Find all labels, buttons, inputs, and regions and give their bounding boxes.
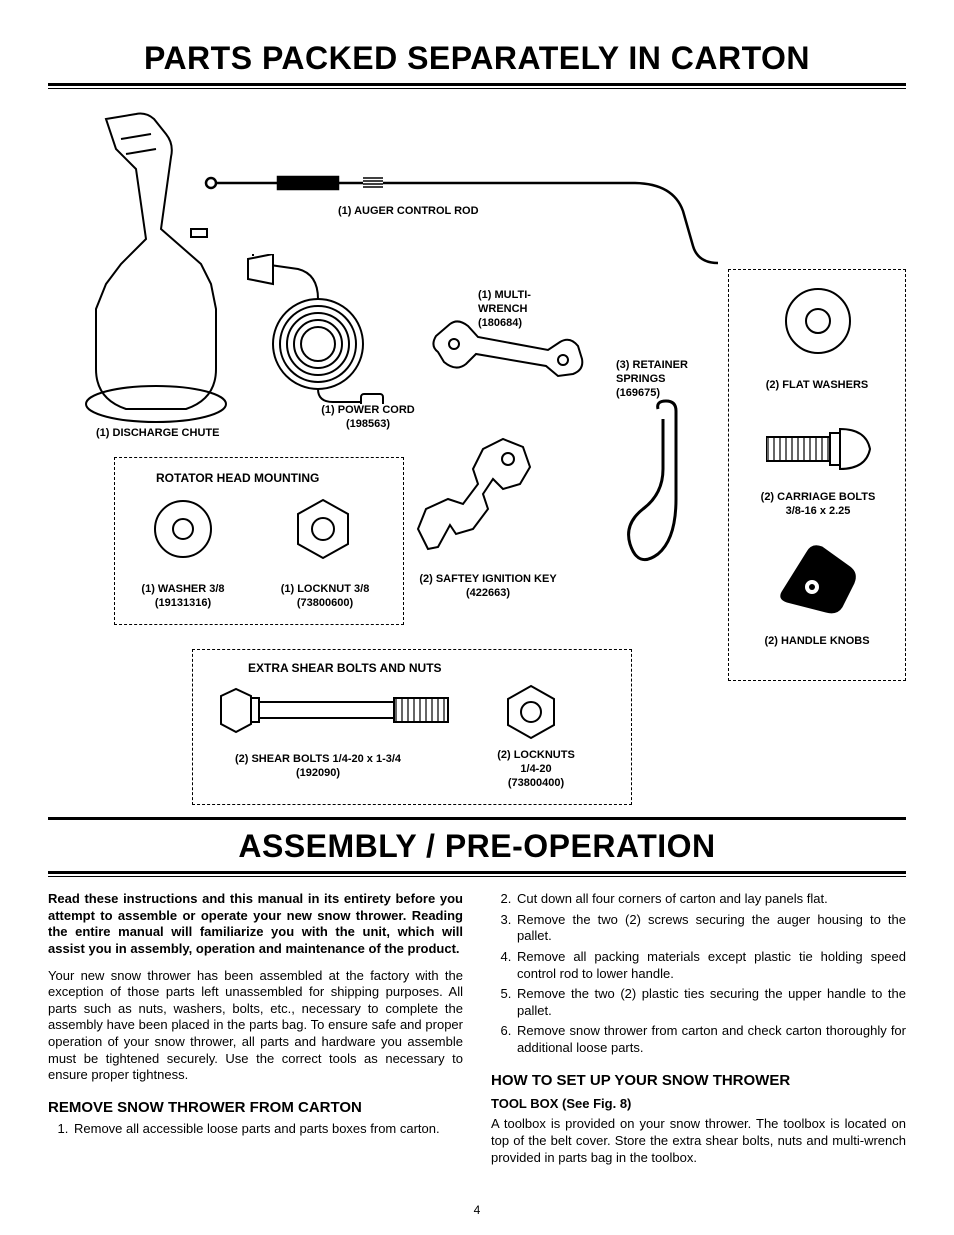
- page-number: 4: [474, 1203, 481, 1217]
- step-6: Remove snow thrower from carton and chec…: [515, 1023, 906, 1056]
- toolbox-body: A toolbox is provided on your snow throw…: [491, 1116, 906, 1166]
- label-washer38: (1) WASHER 3/8 (19131316): [133, 583, 233, 611]
- title2-rule-top: [48, 817, 906, 820]
- label-shear-l1: (2) SHEAR BOLTS 1/4-20 x 1-3/4: [235, 753, 401, 765]
- label-power-cord: (1) POWER CORD (198563): [308, 404, 428, 432]
- label-multi-wrench: (1) MULTI- WRENCH (180684): [478, 289, 531, 330]
- step-2: Cut down all four corners of carton and …: [515, 891, 906, 908]
- title-rule-thick: [48, 83, 906, 86]
- label-handle-knobs: (2) HANDLE KNOBS: [750, 635, 884, 649]
- heading-setup: HOW TO SET UP YOUR SNOW THROWER: [491, 1071, 906, 1090]
- label-shear-l2: (192090): [296, 767, 340, 779]
- heading-toolbox: TOOL BOX (See Fig. 8): [491, 1096, 906, 1113]
- label-discharge-chute: (1) DISCHARGE CHUTE: [96, 427, 219, 441]
- title2-rule-thick: [48, 871, 906, 874]
- remove-steps-right: Cut down all four corners of carton and …: [491, 891, 906, 1057]
- shear-bolt-icon: [216, 684, 456, 739]
- label-retainer-l3: (169675): [616, 387, 660, 399]
- locknut-14-icon: [500, 681, 562, 743]
- assembly-intro-body: Your new snow thrower has been assembled…: [48, 968, 463, 1084]
- label-ignition-l1: (2) SAFTEY IGNITION KEY: [419, 573, 556, 585]
- washer-38-icon: [148, 494, 218, 564]
- label-locknut14-l3: (73800400): [508, 777, 564, 789]
- label-ignition: (2) SAFTEY IGNITION KEY (422663): [408, 573, 568, 601]
- assembly-col-right: Cut down all four corners of carton and …: [491, 891, 906, 1166]
- ignition-key-icon: [408, 429, 538, 569]
- label-locknut14-l2: 1/4-20: [520, 763, 551, 775]
- label-power-cord-l1: (1) POWER CORD: [321, 404, 415, 416]
- page-title-assembly: ASSEMBLY / PRE-OPERATION: [48, 828, 906, 871]
- label-ignition-l2: (422663): [466, 587, 510, 599]
- locknut-38-icon: [288, 494, 358, 564]
- label-locknut38-l2: (73800600): [297, 597, 353, 609]
- parts-diagram: (1) DISCHARGE CHUTE (1) AUGER CONTROL RO…: [48, 89, 906, 809]
- heading-remove: REMOVE SNOW THROWER FROM CARTON: [48, 1098, 463, 1117]
- title2-rule-thin: [48, 876, 906, 877]
- label-multi-wrench-l2: WRENCH: [478, 303, 528, 315]
- retainer-spring-icon: [618, 399, 718, 569]
- handle-knob-icon: [772, 537, 862, 617]
- remove-steps-left: Remove all accessible loose parts and pa…: [48, 1121, 463, 1138]
- carriage-bolt-icon: [766, 419, 876, 479]
- label-retainer-l1: (3) RETAINER: [616, 359, 688, 371]
- label-locknut38: (1) LOCKNUT 3/8 (73800600): [270, 583, 380, 611]
- label-washer38-l1: (1) WASHER 3/8: [141, 583, 224, 595]
- label-locknut38-l1: (1) LOCKNUT 3/8: [281, 583, 370, 595]
- label-carriage: (2) CARRIAGE BOLTS 3/8-16 x 2.25: [748, 491, 888, 519]
- flat-washer-icon: [778, 281, 858, 361]
- power-cord-icon: [243, 254, 393, 404]
- step-3: Remove the two (2) screws securing the a…: [515, 912, 906, 945]
- label-washer38-l2: (19131316): [155, 597, 211, 609]
- assembly-col-left: Read these instructions and this manual …: [48, 891, 463, 1166]
- label-rotator-head: ROTATOR HEAD MOUNTING: [156, 471, 319, 485]
- label-multi-wrench-l1: (1) MULTI-: [478, 289, 531, 301]
- assembly-intro-bold: Read these instructions and this manual …: [48, 891, 463, 958]
- step-4: Remove all packing materials except plas…: [515, 949, 906, 982]
- label-extra-shear: EXTRA SHEAR BOLTS AND NUTS: [248, 661, 442, 675]
- label-auger-rod: (1) AUGER CONTROL ROD: [338, 205, 479, 219]
- page-title-parts: PARTS PACKED SEPARATELY IN CARTON: [48, 40, 906, 83]
- label-carriage-l2: 3/8-16 x 2.25: [786, 505, 851, 517]
- label-flat-washers: (2) FLAT WASHERS: [750, 379, 884, 393]
- label-locknut14: (2) LOCKNUTS 1/4-20 (73800400): [486, 749, 586, 790]
- label-power-cord-l2: (198563): [346, 418, 390, 430]
- step-1: Remove all accessible loose parts and pa…: [72, 1121, 463, 1138]
- step-5: Remove the two (2) plastic ties securing…: [515, 986, 906, 1019]
- assembly-columns: Read these instructions and this manual …: [48, 891, 906, 1166]
- label-locknut14-l1: (2) LOCKNUTS: [497, 749, 575, 761]
- label-shear: (2) SHEAR BOLTS 1/4-20 x 1-3/4 (192090): [213, 753, 423, 781]
- label-carriage-l1: (2) CARRIAGE BOLTS: [761, 491, 876, 503]
- label-retainer: (3) RETAINER SPRINGS (169675): [616, 359, 688, 400]
- label-retainer-l2: SPRINGS: [616, 373, 666, 385]
- label-multi-wrench-l3: (180684): [478, 317, 522, 329]
